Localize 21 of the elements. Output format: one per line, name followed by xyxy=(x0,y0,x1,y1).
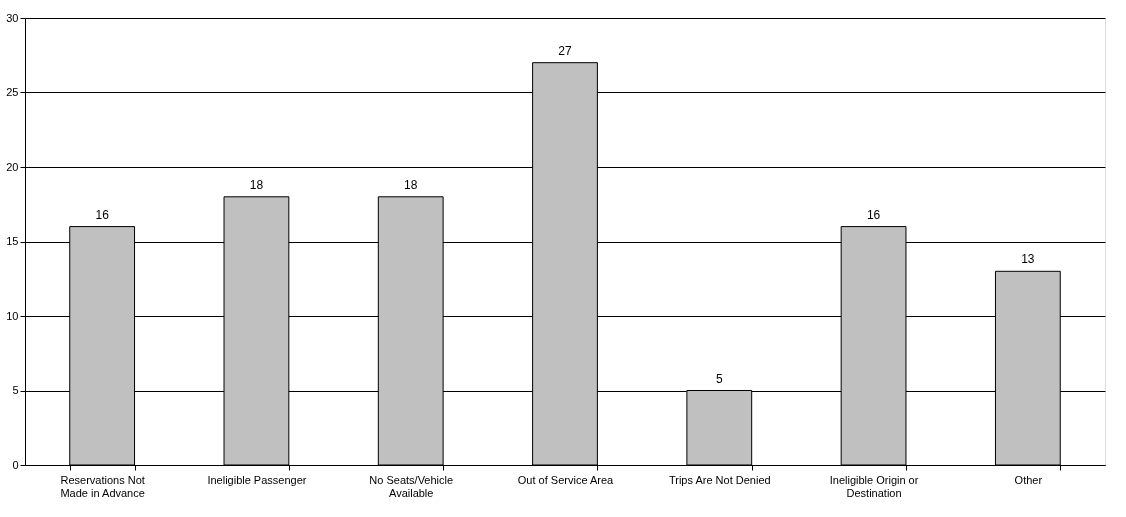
x-tick-label: Other xyxy=(1014,473,1043,486)
data-label: 5 xyxy=(715,371,723,386)
y-tick-label: 25 xyxy=(6,86,19,98)
data-label: 18 xyxy=(404,177,418,192)
data-label: 13 xyxy=(1021,252,1035,267)
x-tick-label: Out of Service Area xyxy=(517,473,615,486)
data-label: 18 xyxy=(249,177,264,192)
y-tick-label: 10 xyxy=(6,309,19,322)
x-tick-label: Ineligible Origin or Destination xyxy=(829,473,919,499)
y-tick-label: 0 xyxy=(12,458,19,471)
x-tick-label: Ineligible Passenger xyxy=(207,473,307,486)
x-tick-label: Reservations Not Made in Advance xyxy=(60,473,145,499)
y-tick-label: 15 xyxy=(6,235,19,247)
x-tick-label: No Seats/Vehicle Available xyxy=(369,473,454,499)
data-label: 16 xyxy=(95,207,110,222)
y-tick-label: 30 xyxy=(6,11,19,24)
y-tick-label: 5 xyxy=(12,384,19,396)
x-tick-label: Trips Are Not Denied xyxy=(668,473,771,486)
y-tick-label: 20 xyxy=(6,160,19,173)
data-label: 16 xyxy=(866,207,881,222)
data-label: 27 xyxy=(558,43,572,58)
